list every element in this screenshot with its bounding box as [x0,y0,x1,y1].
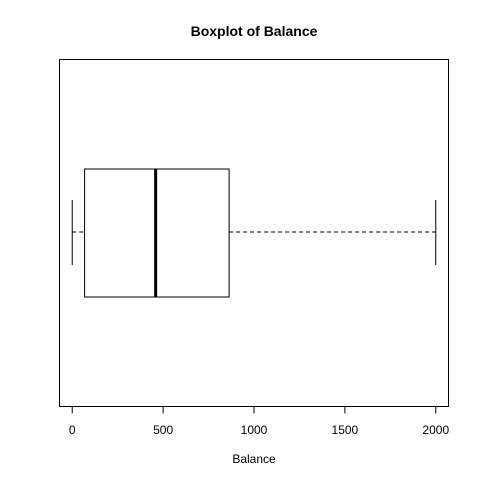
x-tick-label: 2000 [422,423,449,437]
x-tick-label: 1000 [241,423,268,437]
x-axis-label: Balance [232,452,276,466]
x-axis: 0 500 1000 1500 2000 [69,406,449,437]
chart-title: Boxplot of Balance [191,23,318,39]
x-tick-label: 0 [69,423,76,437]
x-tick-label: 500 [153,423,173,437]
box-group [71,168,437,298]
x-tick-label: 1500 [332,423,359,437]
